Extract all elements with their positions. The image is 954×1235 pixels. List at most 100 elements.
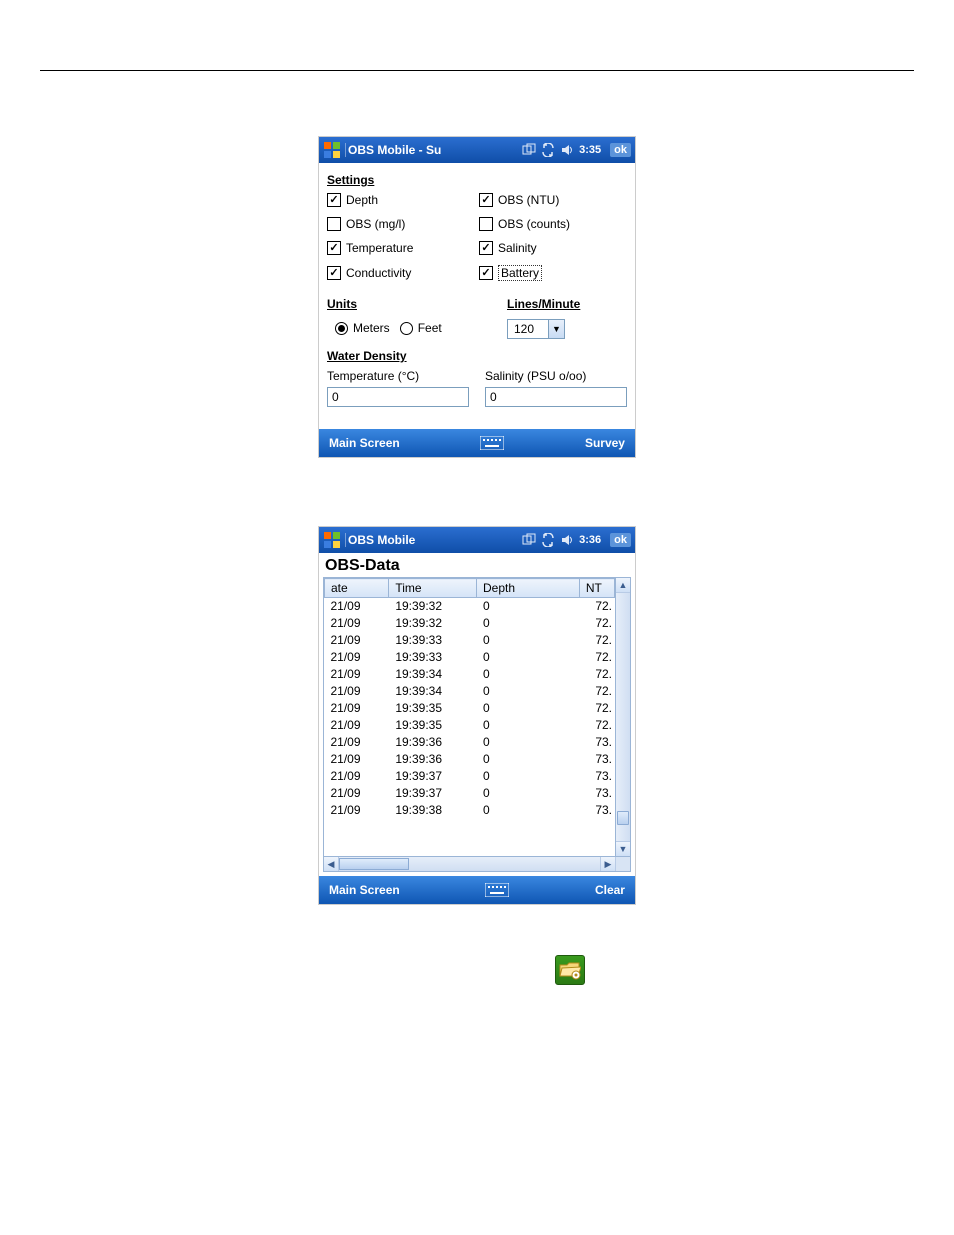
scroll-track[interactable] bbox=[616, 593, 630, 841]
scroll-down-icon[interactable]: ▼ bbox=[616, 841, 630, 856]
sync-icon[interactable] bbox=[541, 533, 555, 547]
table-header-row: ate Time Depth NT bbox=[325, 579, 615, 598]
cell-time: 19:39:32 bbox=[389, 615, 477, 632]
radio-label: Feet bbox=[418, 321, 442, 335]
cell-ntu: 72. bbox=[579, 615, 614, 632]
col-date[interactable]: ate bbox=[325, 579, 389, 598]
app-title: OBS Mobile - Su bbox=[345, 143, 522, 157]
scroll-thumb[interactable] bbox=[339, 858, 409, 870]
scroll-thumb[interactable] bbox=[617, 811, 629, 825]
checkbox-depth[interactable]: Depth bbox=[327, 193, 475, 207]
salinity-label: Salinity (PSU o/oo) bbox=[485, 369, 627, 383]
cell-ntu: 72. bbox=[579, 632, 614, 649]
settings-checkboxes: Depth OBS (NTU) OBS (mg/l) OBS (counts) … bbox=[327, 193, 627, 281]
col-depth[interactable]: Depth bbox=[477, 579, 580, 598]
table-row[interactable]: 21/0919:39:34072. bbox=[325, 683, 615, 700]
table-row[interactable]: 21/0919:39:33072. bbox=[325, 632, 615, 649]
col-time[interactable]: Time bbox=[389, 579, 477, 598]
survey-button[interactable]: Survey bbox=[585, 436, 625, 450]
ok-button[interactable]: ok bbox=[610, 533, 631, 547]
device-settings-screen: OBS Mobile - Su 3:35 ok Settings Depth O… bbox=[318, 136, 636, 458]
cell-time: 19:39:35 bbox=[389, 700, 477, 717]
lines-per-minute-select[interactable]: 120 ▼ bbox=[507, 319, 565, 339]
checkbox-temperature[interactable]: Temperature bbox=[327, 241, 475, 255]
scroll-up-icon[interactable]: ▲ bbox=[616, 578, 630, 593]
overlap-icon[interactable] bbox=[522, 533, 536, 547]
checkbox-obs-ntu[interactable]: OBS (NTU) bbox=[479, 193, 627, 207]
cell-date: 21/09 bbox=[325, 802, 389, 819]
radio-feet[interactable]: Feet bbox=[400, 321, 442, 335]
table-row[interactable]: 21/0919:39:36073. bbox=[325, 734, 615, 751]
keyboard-icon[interactable] bbox=[484, 882, 510, 898]
checkbox-icon bbox=[327, 266, 341, 280]
table-row[interactable]: 21/0919:39:32072. bbox=[325, 615, 615, 632]
scroll-right-icon[interactable]: ▶ bbox=[600, 857, 615, 871]
table-row[interactable]: 21/0919:39:35072. bbox=[325, 700, 615, 717]
checkbox-label: OBS (mg/l) bbox=[346, 217, 405, 231]
start-icon[interactable] bbox=[322, 140, 342, 160]
cell-time: 19:39:34 bbox=[389, 666, 477, 683]
checkbox-icon bbox=[479, 241, 493, 255]
overlap-icon[interactable] bbox=[522, 143, 536, 157]
horizontal-scrollbar[interactable]: ◀ ▶ bbox=[323, 857, 631, 872]
table-row[interactable]: 21/0919:39:38073. bbox=[325, 802, 615, 819]
table-row[interactable]: 21/0919:39:37073. bbox=[325, 785, 615, 802]
lines-per-minute-heading: Lines/Minute bbox=[507, 297, 627, 311]
water-density-heading: Water Density bbox=[327, 349, 627, 363]
checkbox-obs-mgl[interactable]: OBS (mg/l) bbox=[327, 217, 475, 231]
salinity-input[interactable]: 0 bbox=[485, 387, 627, 407]
checkbox-label: OBS (counts) bbox=[498, 217, 570, 231]
clock-time: 3:35 bbox=[579, 144, 601, 156]
cell-date: 21/09 bbox=[325, 683, 389, 700]
device-data-screen: OBS Mobile 3:36 ok OBS-Data ate Time Dep… bbox=[318, 526, 636, 905]
clock-time: 3:36 bbox=[579, 534, 601, 546]
cell-depth: 0 bbox=[477, 768, 580, 785]
settings-heading: Settings bbox=[327, 173, 627, 187]
cell-ntu: 72. bbox=[579, 717, 614, 734]
clear-button[interactable]: Clear bbox=[595, 883, 625, 897]
table-row[interactable]: 21/0919:39:32072. bbox=[325, 598, 615, 615]
cell-depth: 0 bbox=[477, 649, 580, 666]
cell-time: 19:39:37 bbox=[389, 768, 477, 785]
table-row[interactable]: 21/0919:39:35072. bbox=[325, 717, 615, 734]
main-screen-button[interactable]: Main Screen bbox=[329, 436, 400, 450]
ok-button[interactable]: ok bbox=[610, 143, 631, 157]
cell-time: 19:39:32 bbox=[389, 598, 477, 615]
scroll-track[interactable] bbox=[339, 857, 600, 871]
vertical-scrollbar[interactable]: ▲ ▼ bbox=[615, 578, 630, 856]
cell-date: 21/09 bbox=[325, 666, 389, 683]
radio-meters[interactable]: Meters bbox=[335, 321, 390, 335]
titlebar: OBS Mobile - Su 3:35 ok bbox=[319, 137, 635, 163]
speaker-icon[interactable] bbox=[560, 143, 574, 157]
start-icon[interactable] bbox=[322, 530, 342, 550]
cell-time: 19:39:33 bbox=[389, 649, 477, 666]
temperature-input[interactable]: 0 bbox=[327, 387, 469, 407]
checkbox-label: Depth bbox=[346, 193, 378, 207]
col-ntu[interactable]: NT bbox=[579, 579, 614, 598]
cell-depth: 0 bbox=[477, 632, 580, 649]
checkbox-conductivity[interactable]: Conductivity bbox=[327, 265, 475, 281]
temperature-label: Temperature (°C) bbox=[327, 369, 469, 383]
checkbox-battery[interactable]: Battery bbox=[479, 265, 627, 281]
keyboard-icon[interactable] bbox=[479, 435, 505, 451]
cell-date: 21/09 bbox=[325, 615, 389, 632]
file-explorer-icon[interactable] bbox=[555, 955, 585, 985]
content-area: Settings Depth OBS (NTU) OBS (mg/l) OBS … bbox=[319, 163, 635, 429]
checkbox-icon bbox=[327, 217, 341, 231]
system-tray: 3:36 ok bbox=[522, 533, 631, 547]
checkbox-icon bbox=[479, 193, 493, 207]
table-row[interactable]: 21/0919:39:36073. bbox=[325, 751, 615, 768]
checkbox-salinity[interactable]: Salinity bbox=[479, 241, 627, 255]
cell-date: 21/09 bbox=[325, 700, 389, 717]
table-row[interactable]: 21/0919:39:33072. bbox=[325, 649, 615, 666]
table-row[interactable]: 21/0919:39:34072. bbox=[325, 666, 615, 683]
sync-icon[interactable] bbox=[541, 143, 555, 157]
cell-ntu: 72. bbox=[579, 649, 614, 666]
table-row[interactable]: 21/0919:39:37073. bbox=[325, 768, 615, 785]
cell-date: 21/09 bbox=[325, 768, 389, 785]
cell-depth: 0 bbox=[477, 802, 580, 819]
checkbox-obs-counts[interactable]: OBS (counts) bbox=[479, 217, 627, 231]
speaker-icon[interactable] bbox=[560, 533, 574, 547]
scroll-left-icon[interactable]: ◀ bbox=[324, 857, 339, 871]
main-screen-button[interactable]: Main Screen bbox=[329, 883, 400, 897]
